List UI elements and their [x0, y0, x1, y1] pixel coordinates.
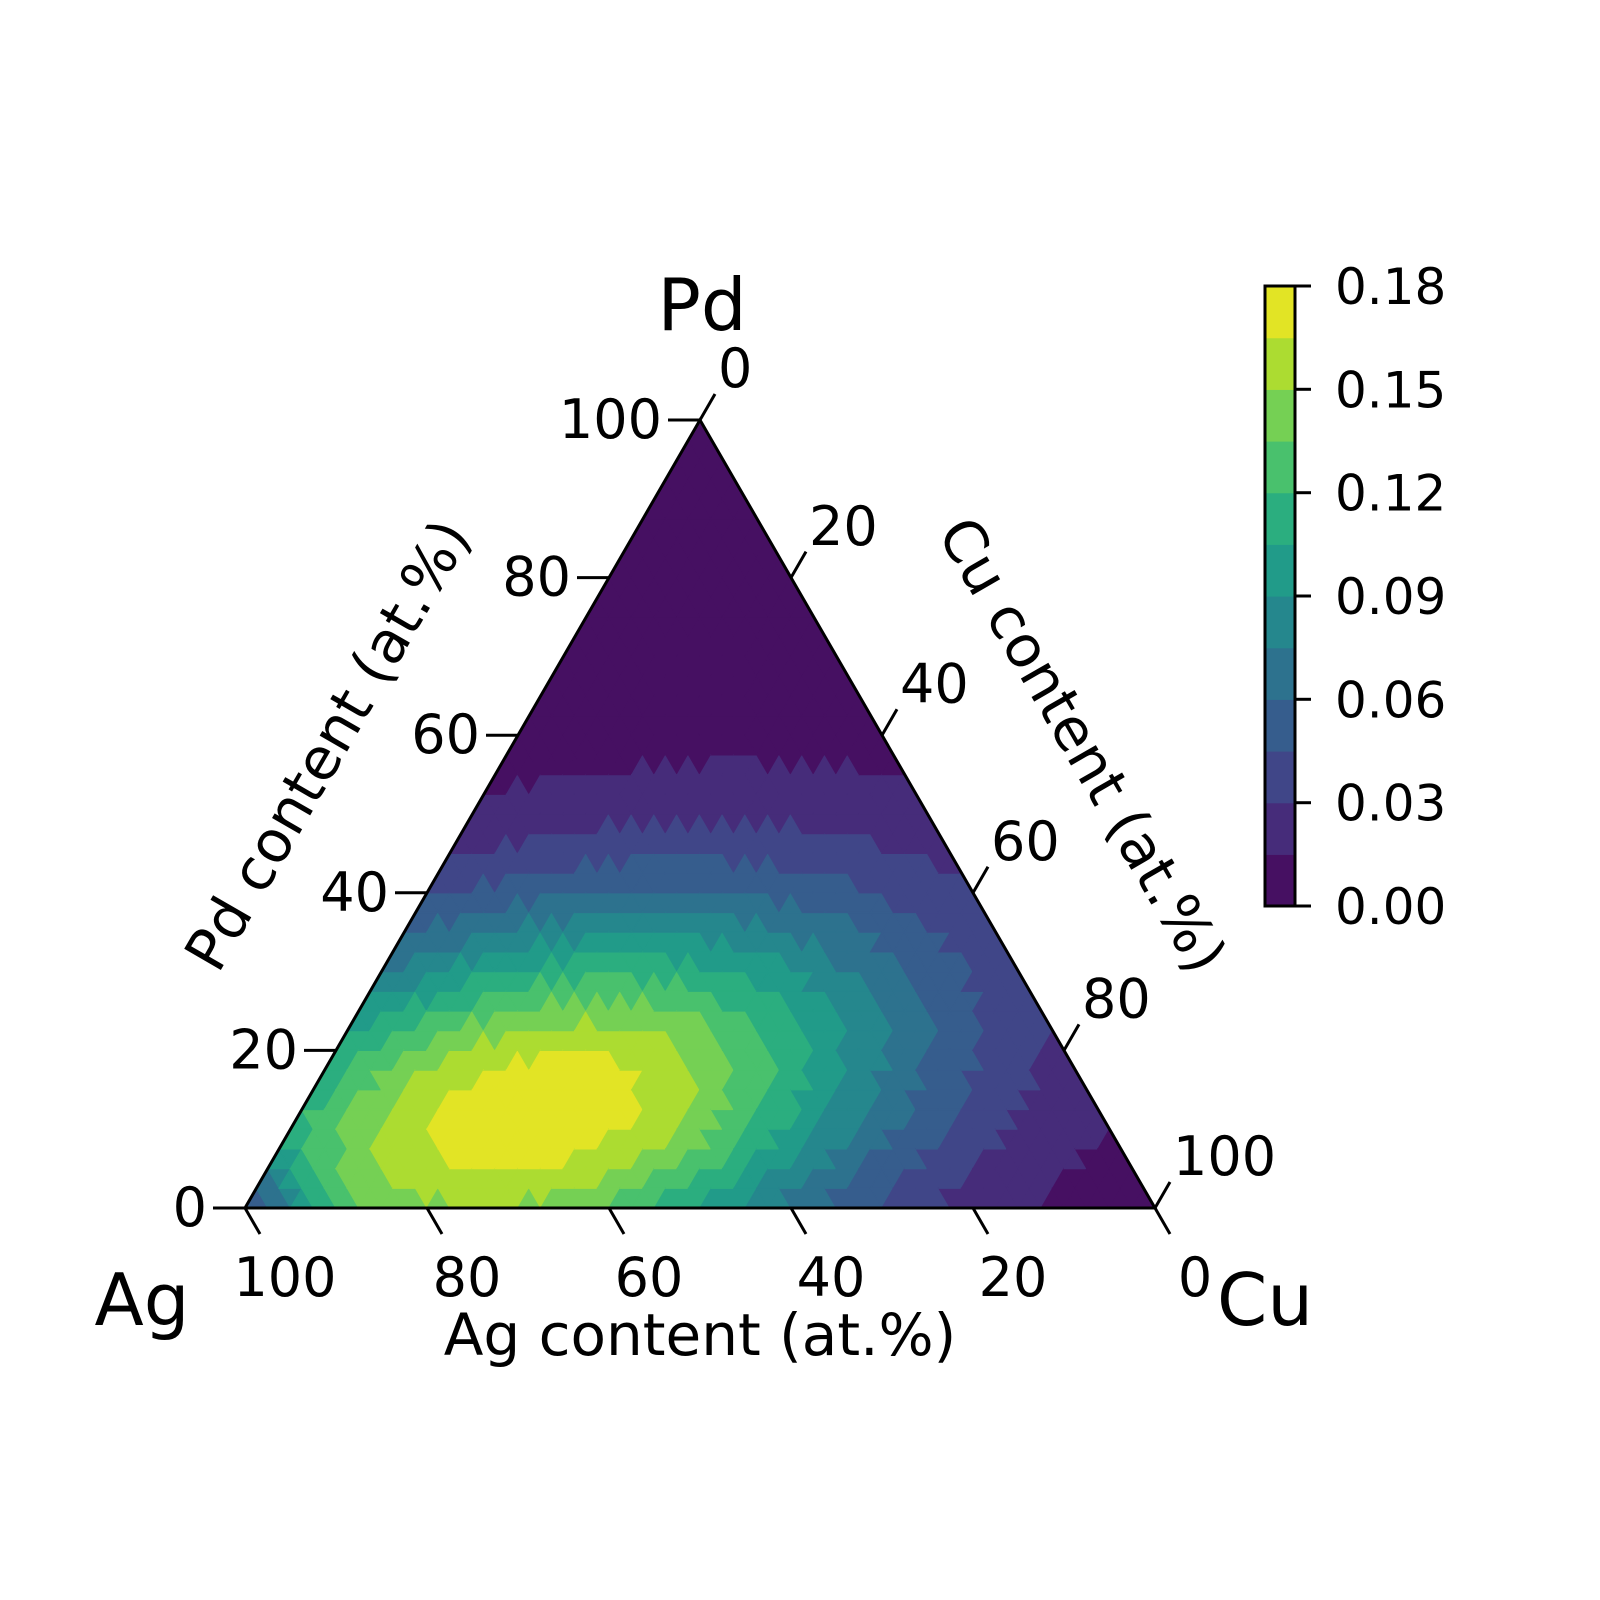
cu-axis-tick: [971, 866, 990, 894]
colorbar-tick-label: 0.00: [1335, 878, 1446, 936]
corner-label-pd: Pd: [657, 263, 746, 347]
cu-axis-tick-label: 80: [1082, 968, 1151, 1031]
corner-label-ag: Ag: [95, 1258, 190, 1342]
colorbar-tick-label: 0.12: [1335, 465, 1446, 523]
axis-title-ag: Ag content (at.%): [444, 1301, 957, 1369]
pd-axis-tick-label: 0: [173, 1176, 207, 1239]
colorbar-band: [1265, 286, 1295, 339]
ag-axis-tick-label: 0: [1178, 1246, 1212, 1309]
colorbar-tick-label: 0.18: [1335, 258, 1446, 316]
cu-axis-tick: [698, 393, 717, 421]
ag-axis-tick: [1153, 1207, 1172, 1235]
ag-axis-tick-label: 20: [979, 1246, 1048, 1309]
pd-axis-tick-label: 80: [502, 546, 571, 609]
ag-axis-tick: [243, 1207, 262, 1235]
cu-axis-tick: [1153, 1181, 1172, 1209]
colorbar-band: [1265, 647, 1295, 700]
pd-axis-tick-label: 60: [411, 703, 480, 766]
colorbar-band: [1265, 699, 1295, 752]
ag-axis-tick: [789, 1207, 808, 1235]
colorbar-band: [1265, 751, 1295, 804]
colorbar-tick-label: 0.03: [1335, 775, 1446, 833]
colorbar-tick-label: 0.15: [1335, 361, 1446, 419]
cu-axis-tick-label: 40: [900, 652, 969, 715]
triangle-outline: [242, 417, 1158, 1210]
pd-axis-tick-label: 40: [320, 861, 389, 924]
ag-axis-tick: [607, 1207, 626, 1235]
ag-axis-tick-label: 40: [797, 1246, 866, 1309]
cu-axis-tick-label: 100: [1173, 1125, 1276, 1188]
colorbar-tick-label: 0.06: [1335, 671, 1446, 729]
colorbar-band: [1265, 854, 1295, 907]
tick-labels: 100 80 60 40 20 0 0 20 40 60 80 100 0 20 40 60 80 100: [173, 337, 1276, 1309]
ag-axis-tick-label: 60: [615, 1246, 684, 1309]
cu-axis-tick-label: 0: [718, 337, 752, 400]
pd-axis-tick-label: 20: [229, 1018, 298, 1081]
colorbar-band: [1265, 492, 1295, 545]
ag-axis-tick: [971, 1207, 990, 1235]
cu-axis-tick-label: 20: [809, 495, 878, 558]
colorbar-band: [1265, 544, 1295, 597]
colorbar-band: [1265, 389, 1295, 442]
ag-axis-tick: [425, 1207, 444, 1235]
tick-marks: [213, 393, 1172, 1235]
contour-field: [245, 420, 1155, 1208]
cu-axis-tick: [1062, 1023, 1081, 1052]
ag-axis-tick-label: 80: [433, 1246, 502, 1309]
colorbar-band: [1265, 802, 1295, 855]
ag-axis-tick-label: 100: [233, 1246, 336, 1309]
cu-axis-tick-label: 60: [991, 810, 1060, 873]
corner-label-cu: Cu: [1217, 1258, 1313, 1342]
colorbar-band: [1265, 441, 1295, 494]
colorbar-band: [1265, 596, 1295, 649]
cu-axis-tick: [880, 708, 899, 736]
pd-axis-tick-label: 100: [559, 388, 662, 451]
colorbar-tick-label: 0.09: [1335, 568, 1446, 626]
colorbar: 0.00 0.03 0.06 0.09 0.12 0.15 0.18: [1263, 258, 1446, 936]
colorbar-band: [1265, 337, 1295, 390]
cu-axis-tick: [789, 550, 808, 579]
